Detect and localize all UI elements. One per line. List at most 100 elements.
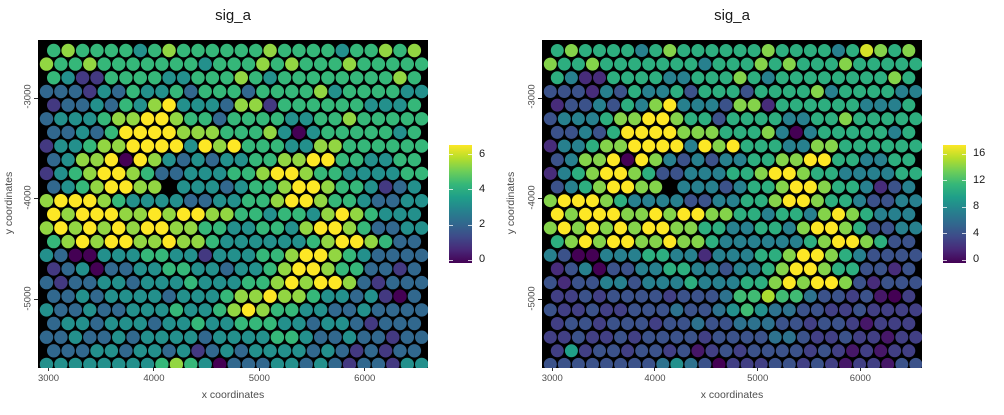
spot (386, 194, 400, 208)
spot (400, 248, 414, 262)
spot (299, 275, 313, 290)
spot (133, 207, 147, 221)
spot (867, 112, 881, 126)
spot (249, 207, 263, 221)
spot (140, 221, 155, 235)
spot (350, 153, 364, 167)
spot (75, 43, 90, 58)
spot (104, 316, 119, 331)
spot (61, 316, 75, 331)
spot (712, 303, 726, 317)
spot (832, 317, 845, 330)
spot (364, 344, 378, 358)
spot (234, 153, 248, 167)
panel2-y-tick-mark (538, 299, 542, 301)
spot (104, 71, 119, 85)
spot (415, 275, 428, 290)
spot (733, 344, 747, 358)
spot (335, 98, 349, 112)
spot (133, 344, 147, 358)
spot (761, 71, 775, 85)
spot (321, 289, 335, 303)
spot (54, 330, 68, 344)
spot (249, 234, 263, 249)
spot (68, 84, 83, 99)
spot (642, 276, 656, 290)
spot (162, 234, 176, 249)
spot (846, 262, 860, 276)
spot (902, 153, 916, 167)
spot (321, 234, 335, 249)
spot (902, 71, 916, 85)
spot (656, 166, 670, 180)
spot (241, 275, 256, 290)
spot (600, 57, 613, 71)
spot (712, 330, 726, 344)
spot (213, 330, 227, 344)
spot (874, 344, 888, 358)
spot (364, 71, 378, 85)
spot (112, 330, 126, 344)
spot (543, 276, 557, 290)
spot (578, 235, 592, 249)
spot (754, 194, 768, 208)
spot (670, 303, 684, 317)
spot (642, 139, 656, 153)
spot (754, 221, 768, 235)
spot (909, 276, 922, 290)
spot (825, 57, 838, 71)
spot (663, 262, 677, 276)
spot (782, 248, 796, 262)
spot (578, 344, 592, 358)
spot (846, 289, 860, 303)
spot (677, 153, 691, 167)
spot (112, 303, 126, 317)
spot (888, 235, 902, 249)
spot (796, 166, 810, 180)
spot (810, 112, 824, 126)
spot (407, 153, 422, 167)
spot (371, 57, 386, 71)
spot (54, 221, 68, 235)
spot (213, 275, 227, 290)
spot (176, 153, 191, 167)
spot (148, 344, 162, 358)
spot (277, 180, 292, 194)
spot (386, 303, 400, 317)
spot (227, 112, 241, 126)
spot (328, 330, 342, 344)
spot (621, 207, 635, 221)
spot (571, 139, 585, 153)
spot (198, 357, 212, 368)
spot (635, 180, 649, 194)
spot (635, 289, 649, 303)
spot (220, 125, 234, 140)
spot (263, 344, 277, 358)
spot (321, 207, 335, 221)
spot (656, 85, 670, 98)
spot (39, 357, 54, 368)
spot (761, 235, 775, 249)
spot (104, 234, 119, 249)
spot (593, 153, 606, 167)
spot (393, 153, 407, 167)
spot (796, 139, 810, 153)
spot (68, 139, 83, 153)
spot (761, 153, 775, 167)
spot (775, 235, 789, 249)
spot (839, 357, 852, 368)
spot (677, 180, 691, 194)
spot (810, 166, 824, 180)
spot (126, 303, 140, 317)
spot (234, 234, 248, 249)
spot (191, 43, 205, 58)
spot (357, 112, 371, 126)
spot (684, 357, 698, 368)
spot (90, 289, 104, 303)
spot (263, 234, 277, 249)
spot (61, 98, 75, 112)
spot (213, 221, 227, 235)
spot (557, 330, 571, 344)
spot (600, 248, 613, 262)
spot (328, 139, 342, 153)
